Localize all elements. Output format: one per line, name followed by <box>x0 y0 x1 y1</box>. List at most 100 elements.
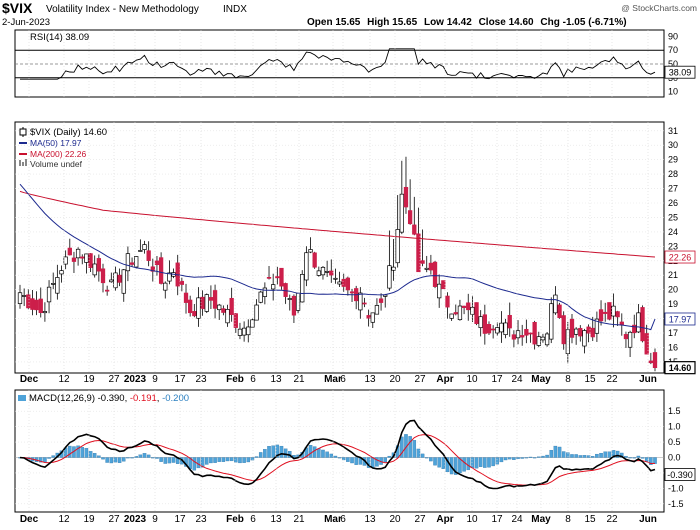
exchange-code: INDX <box>223 4 247 15</box>
candle-down <box>420 260 425 264</box>
macd-hist-bar <box>217 457 221 462</box>
macd-legend: MACD(12,26,9) -0.390, -0.191, -0.200 <box>18 393 189 404</box>
price-y-tick: 20 <box>668 285 678 295</box>
macd-hist-bar <box>433 457 437 466</box>
candle-down <box>349 291 355 294</box>
macd-hist-bar <box>238 457 242 464</box>
macd-hist-bar <box>209 457 213 464</box>
macd-hist-bar <box>329 453 334 458</box>
macd-hist-bar <box>470 457 475 469</box>
x-tick-label: 20 <box>389 514 401 525</box>
macd-hist-bar <box>429 457 433 462</box>
candle-up <box>196 297 201 319</box>
rsi-y-tick: 70 <box>668 45 678 55</box>
candle-up <box>611 305 616 317</box>
macd-hist-bar <box>495 457 500 465</box>
macd-hist-bar <box>483 457 487 468</box>
price-candle <box>627 330 633 358</box>
candle-down <box>453 312 458 315</box>
volume-legend-icon <box>19 159 27 166</box>
x-tick-label: 22 <box>606 514 618 525</box>
macd-hist-bar <box>620 452 624 458</box>
price-candle <box>520 324 525 346</box>
price-candle <box>329 259 334 283</box>
price-candle <box>573 327 579 345</box>
candle-down <box>640 307 645 342</box>
x-tick-label: May <box>531 514 551 525</box>
macd-hist-bar <box>371 457 375 468</box>
candle-up <box>63 256 68 265</box>
candle-up <box>217 304 222 311</box>
candle-up <box>457 305 463 321</box>
ma50-line <box>19 183 656 331</box>
price-candle <box>266 265 272 280</box>
candle-up <box>316 270 321 276</box>
macd-hist-bar <box>354 457 358 465</box>
macd-value-text: -0.390 <box>667 470 693 480</box>
macd-hist-bar <box>441 457 446 470</box>
x-tick-label: 15 <box>584 374 596 385</box>
x-tick-label: 10 <box>466 514 478 525</box>
macd-hist-bar <box>503 457 508 461</box>
candle-down <box>528 332 533 335</box>
x-tick-label: Feb <box>226 514 244 525</box>
price-candle <box>387 230 392 291</box>
candle-down <box>275 276 280 279</box>
macd-hist-bar <box>590 456 595 458</box>
rsi-value-box <box>664 65 696 79</box>
candle-down <box>117 274 122 283</box>
price-candle <box>470 295 475 323</box>
macd-hist-bar <box>283 448 288 458</box>
candle-down <box>412 224 417 235</box>
price-candle <box>254 299 259 321</box>
macd-hist-bar <box>88 451 93 458</box>
price-candle <box>125 246 131 282</box>
price-candle <box>416 207 421 273</box>
price-candle <box>109 272 114 283</box>
ma200-legend-swatch <box>19 153 27 155</box>
candle-down <box>154 260 160 266</box>
x-tick-label: 6 <box>340 514 346 525</box>
candle-down <box>474 302 479 324</box>
price-candle <box>258 290 263 304</box>
candle-down <box>652 352 658 369</box>
rsi-panel-frame <box>14 29 665 98</box>
x-tick-label: 13 <box>270 374 282 385</box>
price-candle <box>80 254 85 265</box>
price-candle <box>295 292 301 314</box>
x-tick-label: 12 <box>58 374 70 385</box>
candle-down <box>615 311 620 318</box>
x-tick-label: 27 <box>414 374 426 385</box>
price-y-tick: 17 <box>668 328 678 338</box>
price-candle <box>594 311 600 342</box>
candle-down <box>34 299 39 311</box>
price-candle <box>46 280 52 314</box>
candle-up <box>540 336 546 341</box>
candle-up <box>204 294 209 312</box>
macd-hist-bar <box>346 457 350 462</box>
macd-hist-bar <box>541 455 545 458</box>
candle-down <box>403 186 409 208</box>
macd-hist-bar <box>43 457 47 463</box>
macd-hist-bar <box>337 457 342 459</box>
candle-up <box>262 287 268 297</box>
price-candle <box>511 330 517 348</box>
price-candle <box>250 318 255 328</box>
price-candle <box>312 251 317 269</box>
rsi-y-tick: 50 <box>668 59 678 69</box>
candle-down <box>432 261 438 287</box>
candle-up <box>582 330 587 347</box>
price-candle <box>17 284 23 309</box>
macd-hist-bar <box>520 457 524 459</box>
price-candle <box>528 332 533 343</box>
macd-hist-bar <box>375 457 379 467</box>
x-tick-label: 24 <box>511 374 523 385</box>
price-candle <box>51 272 56 290</box>
price-candle <box>424 255 429 273</box>
candle-up <box>92 263 97 276</box>
price-candle <box>561 311 566 350</box>
candle-down <box>345 277 351 291</box>
candle-up <box>241 327 247 336</box>
price-candle <box>179 277 185 292</box>
candle-down <box>67 247 72 256</box>
